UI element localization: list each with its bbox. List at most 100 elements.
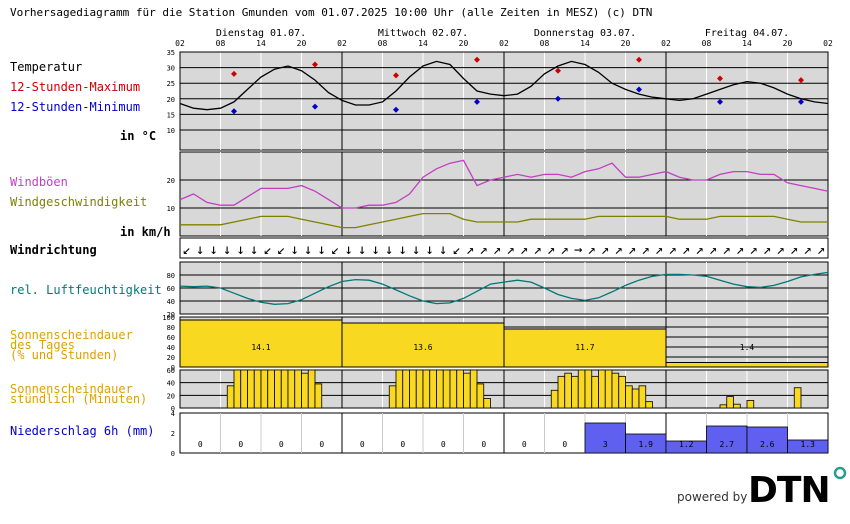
sunshine-hourly-bar bbox=[618, 375, 626, 409]
sunshine-hourly-bar bbox=[402, 369, 410, 409]
wind-direction-arrow: → bbox=[574, 242, 582, 258]
wind-direction-arrow: ↓ bbox=[372, 242, 380, 258]
sunshine-daily-value: 1.4 bbox=[740, 343, 755, 352]
hour-tick-label: 14 bbox=[742, 39, 752, 48]
precip-value: 1.9 bbox=[639, 440, 654, 449]
sunshine-hourly-bar bbox=[301, 372, 309, 409]
humidity-tick-label: 20 bbox=[167, 311, 175, 319]
sunshine-hourly-bar bbox=[638, 385, 647, 409]
humidity-tick-label: 80 bbox=[167, 272, 175, 280]
precip-bar bbox=[706, 425, 748, 454]
sunshine-hourly-bar bbox=[395, 369, 404, 409]
sunshine-hourly-bar bbox=[294, 369, 302, 409]
max-marker bbox=[393, 72, 399, 79]
precip-value: 1.2 bbox=[679, 440, 694, 449]
min-marker bbox=[636, 86, 642, 93]
wind-direction-panel bbox=[179, 237, 829, 259]
temperature-tick-label: 30 bbox=[167, 65, 175, 73]
wind-direction-arrow: ↓ bbox=[345, 242, 353, 258]
wind-direction-arrow: ↗ bbox=[493, 242, 501, 258]
wind-direction-arrow: ↗ bbox=[588, 242, 596, 258]
sunshine-hourly-bar bbox=[611, 372, 620, 409]
label-sonne-std-2: stündlich (Minuten) bbox=[10, 392, 147, 406]
sunshine-hourly-bar bbox=[469, 369, 478, 409]
temperature-line bbox=[179, 60, 829, 111]
wind-direction-arrow: ↗ bbox=[723, 242, 731, 258]
sunshine-hourly-bar bbox=[733, 403, 741, 409]
hour-tick-label: 08 bbox=[702, 39, 712, 48]
wind-direction-arrow: ↙ bbox=[183, 242, 191, 258]
label-sonne-std-1: Sonnenscheindauer bbox=[10, 382, 133, 396]
sunshine-daily-tick-label: 80 bbox=[167, 324, 175, 332]
label-sonne-tag-2: des Tages bbox=[10, 338, 75, 352]
wind-direction-arrow: ↗ bbox=[750, 242, 758, 258]
sunshine-hourly-bar bbox=[598, 369, 606, 409]
dtn-logo-dot bbox=[833, 466, 847, 480]
wind-direction-arrow: ↗ bbox=[736, 242, 744, 258]
wind-direction-arrow: ↗ bbox=[669, 242, 677, 258]
wind-direction-arrow: ↓ bbox=[426, 242, 434, 258]
sunshine-hourly-bar bbox=[449, 369, 458, 409]
humidity-tick-label: 60 bbox=[167, 285, 175, 293]
chart-title: Vorhersagediagramm für die Station Gmund… bbox=[10, 6, 652, 19]
sunshine-daily-bar bbox=[179, 319, 343, 368]
day-label: Dienstag 01.07. bbox=[216, 28, 306, 39]
wind-direction-arrow: ↗ bbox=[520, 242, 528, 258]
hour-tick-label: 20 bbox=[459, 39, 469, 48]
wind-direction-arrow: ↗ bbox=[466, 242, 474, 258]
min-marker bbox=[717, 98, 723, 105]
temperature-tick-label: 35 bbox=[167, 49, 175, 57]
precip-value: 0 bbox=[319, 440, 324, 449]
sunshine-hourly-bar bbox=[456, 369, 464, 409]
sunshine-daily-tick-label: 40 bbox=[167, 344, 175, 352]
wind-direction-arrow: ↙ bbox=[264, 242, 272, 258]
min-marker bbox=[393, 106, 399, 113]
wind-direction-arrow: ↙ bbox=[277, 242, 285, 258]
sunshine-hourly-bar bbox=[422, 369, 431, 409]
precip-value: 2.7 bbox=[720, 440, 735, 449]
precip-value: 0 bbox=[481, 440, 486, 449]
hour-tick-label: 02 bbox=[175, 39, 185, 48]
wind-direction-arrow: ↗ bbox=[642, 242, 650, 258]
wind-speed-line bbox=[180, 212, 828, 229]
sunshine-hourly-bar bbox=[260, 369, 269, 409]
hour-tick-label: 14 bbox=[418, 39, 428, 48]
precip-value: 0 bbox=[400, 440, 405, 449]
wind-direction-arrow: ↓ bbox=[196, 242, 204, 258]
sunshine-hourly-bar bbox=[415, 369, 424, 409]
sunshine-hourly-bar bbox=[645, 401, 653, 409]
precip-tick-label: 0 bbox=[171, 450, 175, 458]
precip-value: 0 bbox=[279, 440, 284, 449]
precip-tick-label: 4 bbox=[171, 410, 175, 418]
label-max: 12-Stunden-Maximum bbox=[10, 80, 140, 94]
max-marker bbox=[474, 56, 480, 63]
label-sonne-tag-3: (% und Stunden) bbox=[10, 348, 118, 362]
min-marker bbox=[312, 103, 318, 110]
wind-direction-arrow: ↙ bbox=[453, 242, 461, 258]
sunshine-hourly-bar bbox=[287, 369, 296, 409]
wind-tick-label: 20 bbox=[167, 177, 175, 185]
sunshine-hourly-tick-label: 0 bbox=[171, 405, 175, 413]
sunshine-daily-bar bbox=[503, 328, 667, 368]
wind-direction-arrow: ↗ bbox=[804, 242, 812, 258]
sunshine-hourly-bar bbox=[719, 404, 728, 409]
precip-value: 1.3 bbox=[801, 440, 816, 449]
sunshine-hourly-bar bbox=[550, 389, 559, 409]
hour-tick-label: 08 bbox=[540, 39, 550, 48]
sunshine-hourly-bar bbox=[591, 375, 599, 409]
sunshine-hourly-bar bbox=[483, 398, 491, 409]
wind-direction-arrow: ↓ bbox=[223, 242, 231, 258]
wind-direction-arrow: ↗ bbox=[615, 242, 623, 258]
sunshine-hourly-bar bbox=[584, 369, 593, 409]
hour-tick-label: 02 bbox=[499, 39, 509, 48]
hour-tick-label: 20 bbox=[297, 39, 307, 48]
max-marker bbox=[312, 61, 318, 68]
wind-direction-arrow: ↗ bbox=[790, 242, 798, 258]
sunshine-hourly-tick-label: 60 bbox=[167, 367, 175, 375]
wind-direction-arrow: ↗ bbox=[547, 242, 555, 258]
min-marker bbox=[474, 98, 480, 105]
hour-tick-label: 08 bbox=[378, 39, 388, 48]
max-marker bbox=[231, 70, 237, 77]
sunshine-hourly-bar bbox=[274, 369, 282, 409]
